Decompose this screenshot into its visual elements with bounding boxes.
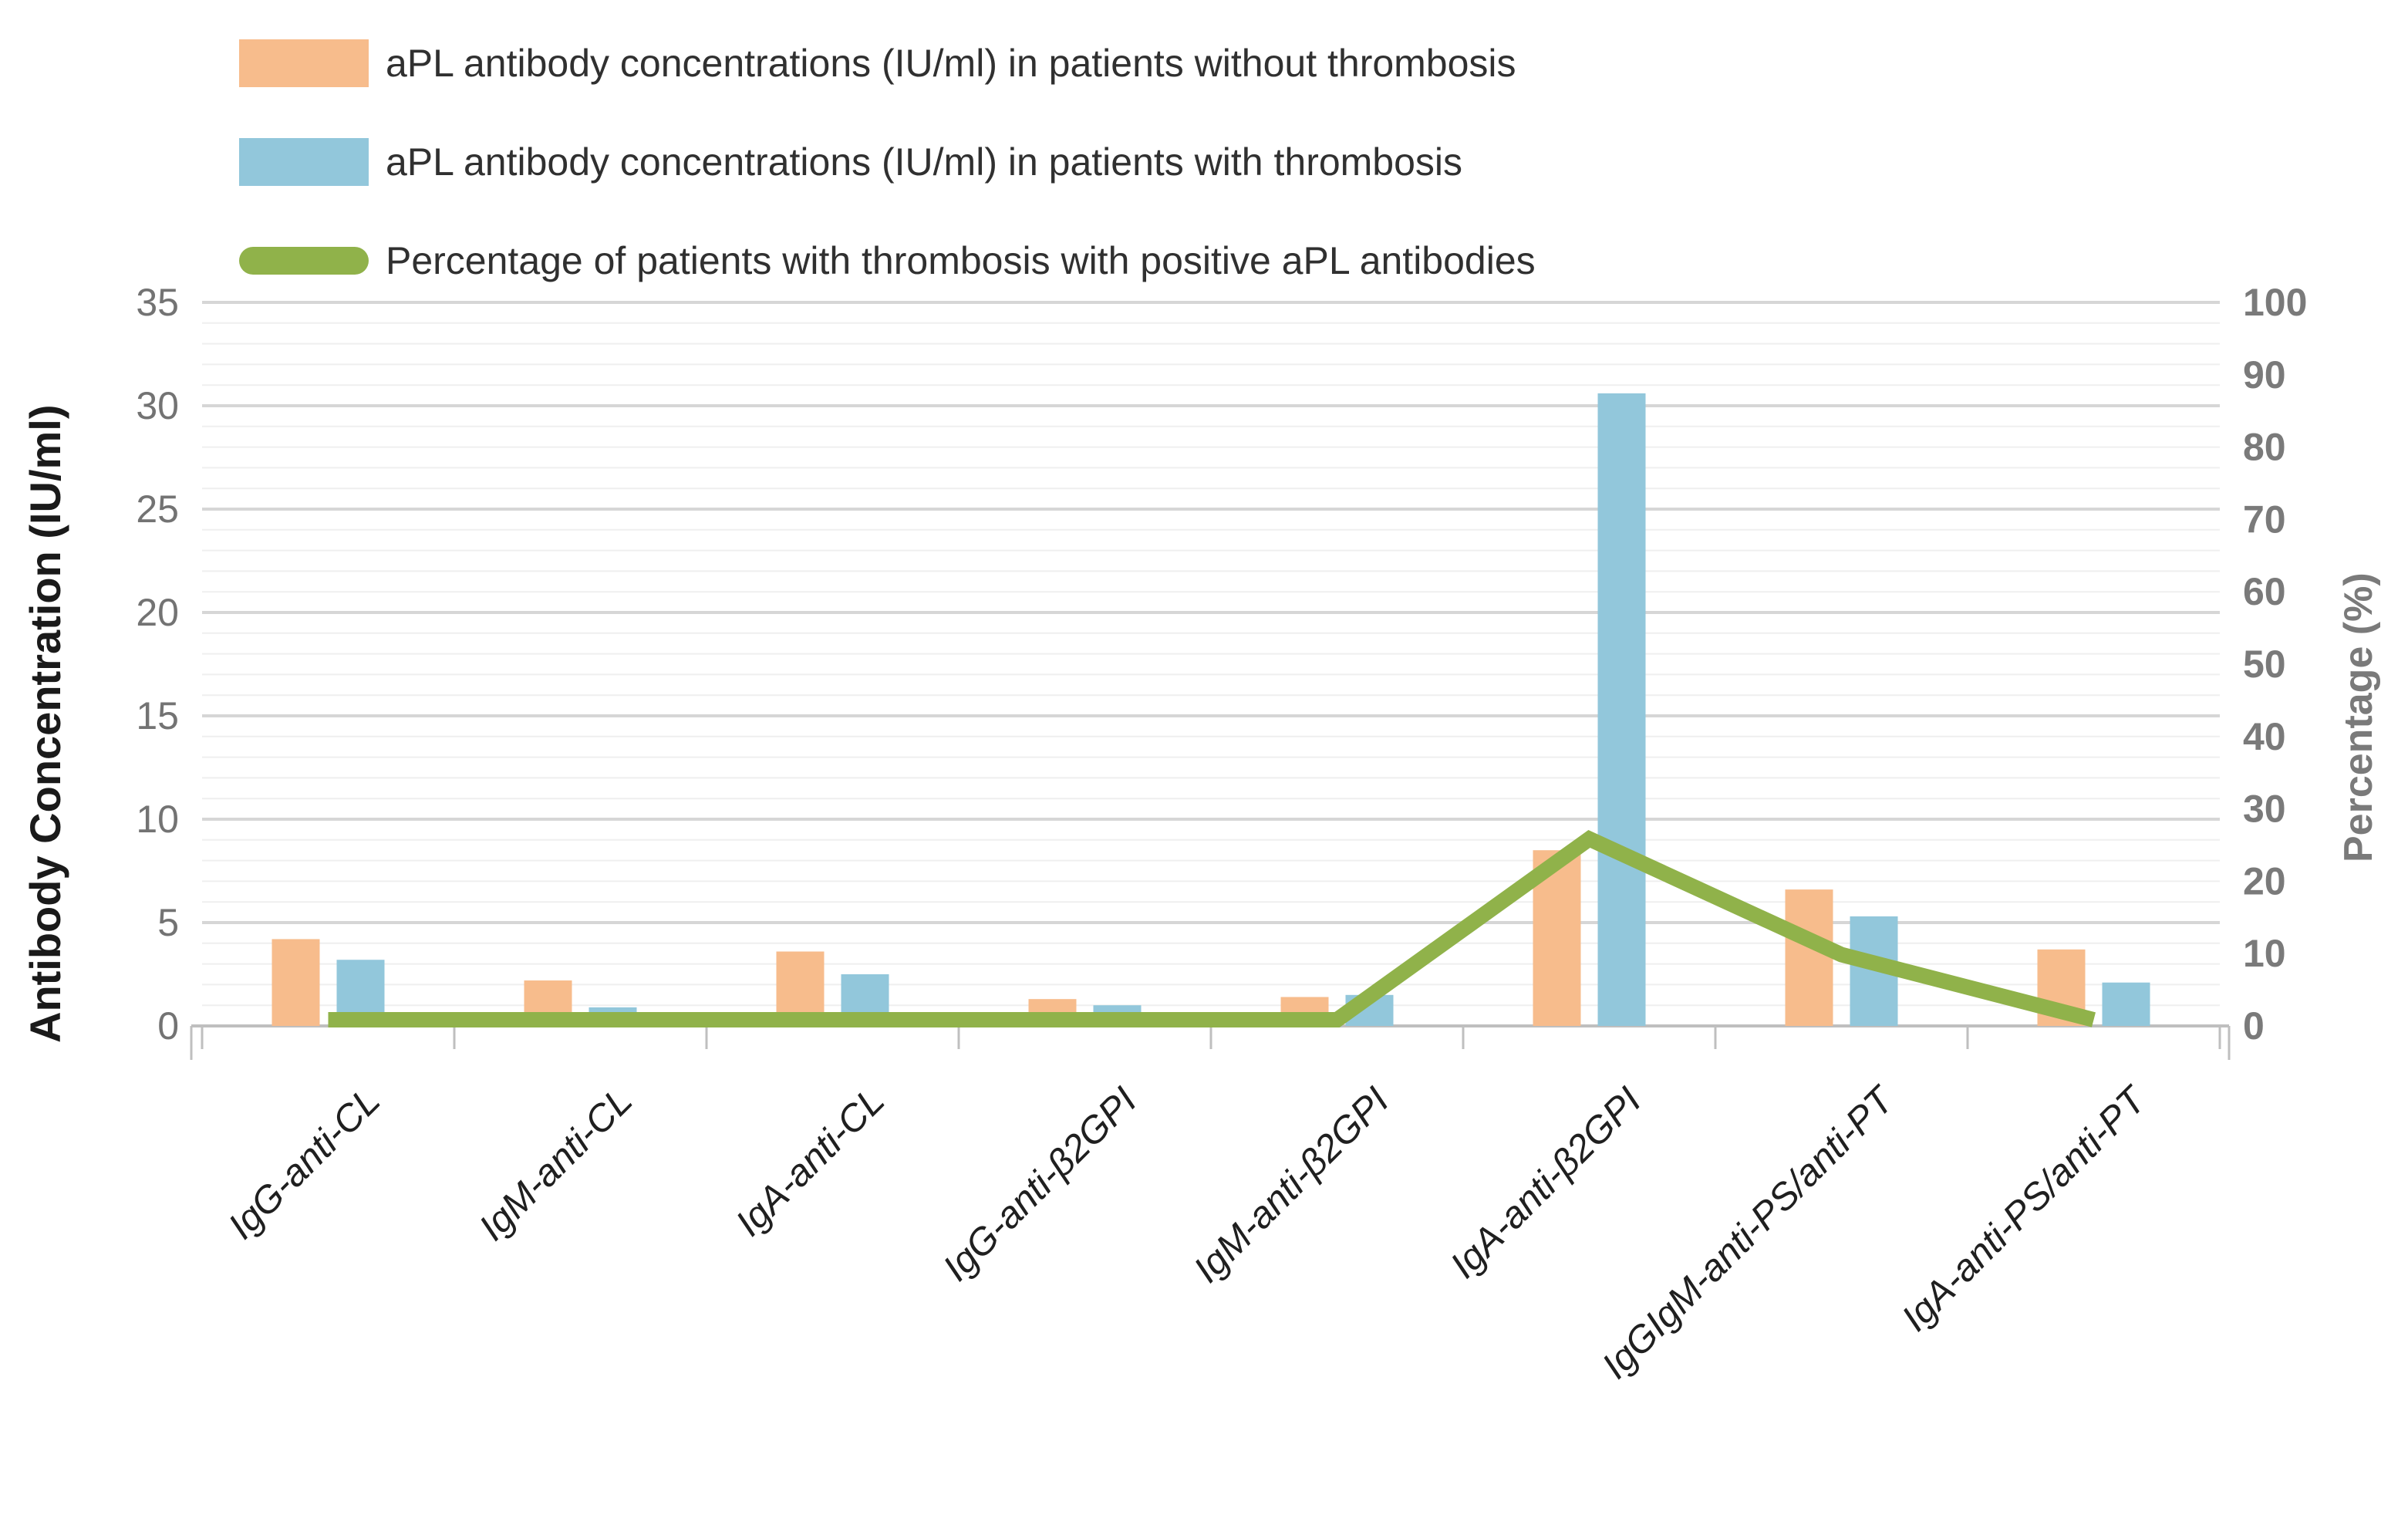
legend-item-with-thrombosis: aPL antibody concentrations (IU/ml) in p… — [239, 113, 1536, 211]
x-axis-category-label: IgM-anti-CL — [471, 1080, 640, 1249]
legend-label-percentage-line: Percentage of patients with thrombosis w… — [386, 239, 1536, 282]
bar-with-thrombosis-7 — [2102, 982, 2150, 1026]
x-axis-category-label: IgA-anti-CL — [728, 1080, 892, 1244]
right-axis-tick-label: 40 — [2243, 715, 2286, 758]
right-axis-tick-label: 70 — [2243, 498, 2286, 541]
left-axis-tick-label: 35 — [136, 281, 179, 324]
left-axis-tick-label: 10 — [136, 798, 179, 841]
left-axis-tick-label: 5 — [157, 901, 179, 944]
right-axis-tick-label: 50 — [2243, 643, 2286, 686]
right-axis-tick-label: 100 — [2243, 281, 2307, 324]
x-axis-category-label: IgG-anti-β2GPI — [936, 1079, 1145, 1289]
legend-item-without-thrombosis: aPL antibody concentrations (IU/ml) in p… — [239, 14, 1536, 113]
x-axis-category-label: IgG-anti-CL — [221, 1080, 388, 1247]
right-axis-tick-label: 80 — [2243, 426, 2286, 469]
legend-swatch-orange-bar — [239, 39, 369, 87]
x-axis-category-label: IgA-anti-PS/anti-PT — [1894, 1078, 2156, 1339]
x-axis-category-label: IgA-anti-β2GPI — [1442, 1079, 1649, 1286]
x-axis-category-label: IgGIgM-anti-PS/anti-PT — [1594, 1078, 1903, 1386]
legend-label-with-thrombosis: aPL antibody concentrations (IU/ml) in p… — [386, 140, 1463, 184]
left-axis-tick-label: 15 — [136, 694, 179, 737]
legend-label-without-thrombosis: aPL antibody concentrations (IU/ml) in p… — [386, 42, 1516, 85]
left-axis-tick-label: 30 — [136, 384, 179, 427]
legend-swatch-green-line — [239, 247, 369, 275]
legend-item-percentage-line: Percentage of patients with thrombosis w… — [239, 211, 1536, 310]
bar-with-thrombosis-5 — [1597, 393, 1646, 1026]
left-axis-tick-label: 25 — [136, 488, 179, 531]
right-axis-tick-label: 30 — [2243, 788, 2286, 831]
right-axis-tick-label: 20 — [2243, 859, 2286, 903]
right-axis-tick-label: 60 — [2243, 570, 2286, 613]
percentage-line — [328, 829, 2096, 1027]
bar-without-thrombosis-6 — [1785, 889, 1833, 1026]
bar-without-thrombosis-0 — [271, 939, 320, 1026]
right-axis-tick-label: 10 — [2243, 932, 2286, 975]
left-axis-tick-label: 20 — [136, 591, 179, 634]
x-axis-category-label: IgM-anti-β2GPI — [1186, 1079, 1398, 1291]
right-axis-tick-label: 90 — [2243, 353, 2286, 396]
left-axis-tick-label: 0 — [157, 1004, 179, 1048]
legend-swatch-blue-bar — [239, 138, 369, 186]
legend: aPL antibody concentrations (IU/ml) in p… — [239, 14, 1536, 310]
right-axis-tick-label: 0 — [2243, 1004, 2265, 1048]
